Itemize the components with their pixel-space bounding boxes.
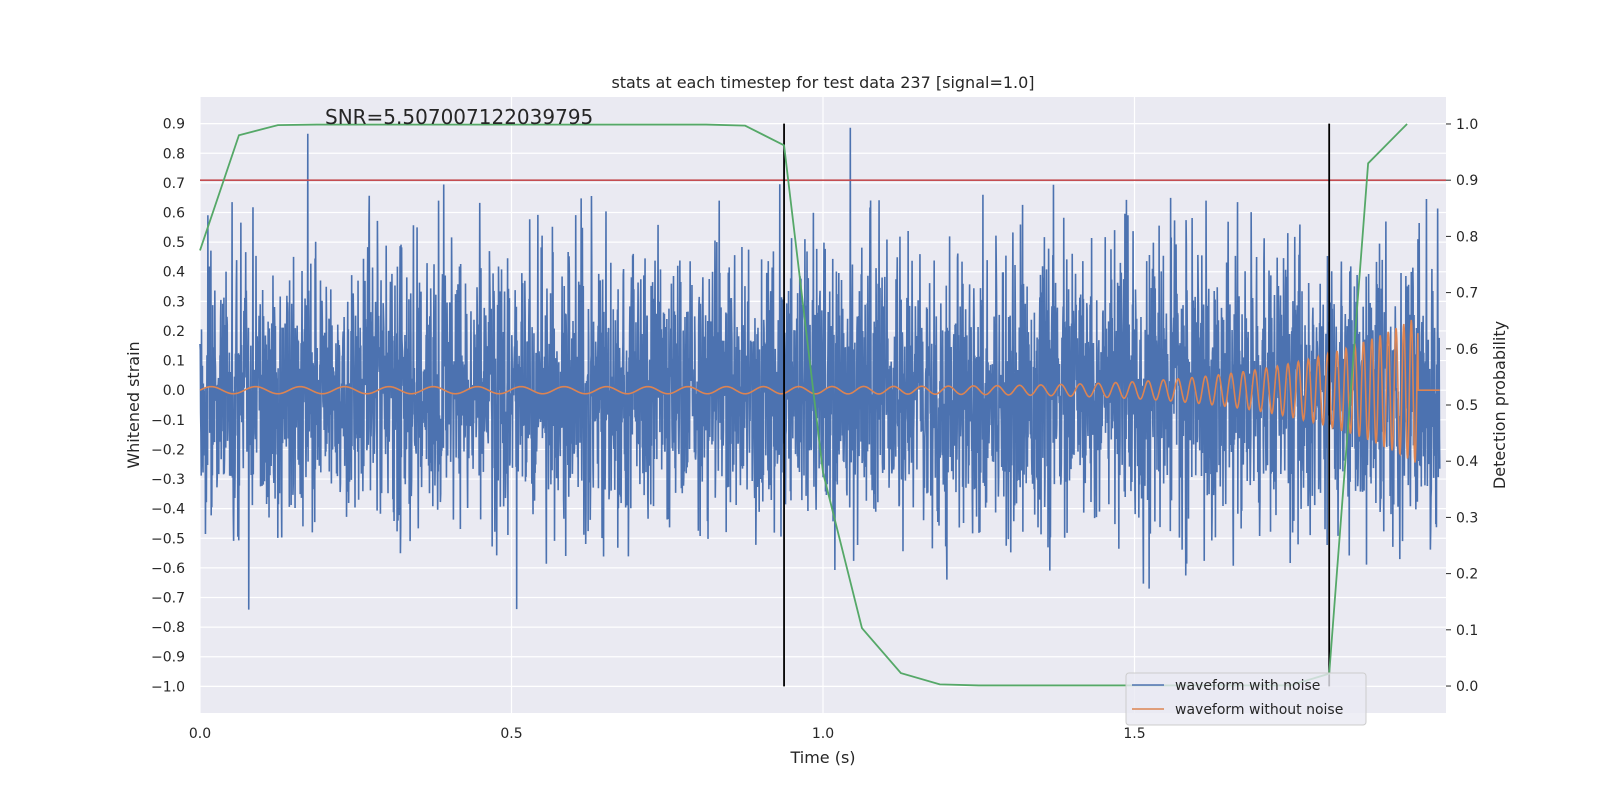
x-tick-label: 1.5 <box>1123 726 1145 742</box>
y-left-tick-label: −0.3 <box>151 472 185 488</box>
y-left-tick-label: −0.1 <box>151 413 185 429</box>
y-left-tick-label: 0.9 <box>163 117 185 133</box>
y-right-tick-label: 1.0 <box>1456 117 1478 133</box>
legend: waveform with noise waveform without noi… <box>1125 672 1367 726</box>
y-left-tick-label: 0.3 <box>163 294 185 310</box>
legend-box <box>1125 672 1367 726</box>
legend-label-noise: waveform with noise <box>1175 678 1320 694</box>
y-left-tick-label: 0.5 <box>163 235 185 251</box>
y-left-tick-label: 0.0 <box>163 383 185 399</box>
x-axis-label: Time (s) <box>789 748 855 767</box>
y-left-tick-label: −0.7 <box>151 591 185 607</box>
x-ticks: 0.0 0.5 1.0 1.5 <box>189 726 1146 742</box>
y-right-tick-label: 0.4 <box>1456 454 1478 470</box>
y-right-ticks: 1.0 0.9 0.8 0.7 0.6 0.5 0.4 0.3 0.2 0.1 0.0 <box>1446 117 1478 695</box>
y-right-tick-label: 0.7 <box>1456 286 1478 302</box>
y-axis-label-left: Whitened strain <box>124 341 143 468</box>
y-left-tick-label: −0.6 <box>151 561 185 577</box>
y-left-tick-label: −0.4 <box>151 502 185 518</box>
series-waveform-with-noise <box>199 127 1441 610</box>
y-left-tick-label: 0.8 <box>163 146 185 162</box>
y-left-tick-label: 0.6 <box>163 206 185 222</box>
y-left-tick-label: −0.9 <box>151 650 185 666</box>
y-right-tick-label: 0.9 <box>1456 173 1478 189</box>
y-left-tick-label: 0.2 <box>163 324 185 340</box>
chart-title: stats at each timestep for test data 237… <box>611 73 1034 92</box>
y-right-tick-label: 0.6 <box>1456 342 1478 358</box>
y-left-tick-label: 0.1 <box>163 354 185 370</box>
y-left-tick-label: −0.5 <box>151 531 185 547</box>
y-right-tick-label: 0.0 <box>1456 679 1478 695</box>
series-waveform-without-noise <box>199 319 1440 463</box>
snr-annotation: SNR=5.507007122039795 <box>325 105 593 129</box>
x-tick-label: 0.5 <box>500 726 522 742</box>
legend-label-clean: waveform without noise <box>1175 702 1343 718</box>
y-left-ticks: 0.9 0.8 0.7 0.6 0.5 0.4 0.3 0.2 0.1 0.0 −0.1 −0.2 −0… <box>151 117 185 696</box>
y-right-tick-label: 0.1 <box>1456 623 1478 639</box>
x-tick-label: 0.0 <box>189 726 211 742</box>
y-right-tick-label: 0.5 <box>1456 398 1478 414</box>
marker-lines <box>783 123 1331 687</box>
y-right-tick-label: 0.8 <box>1456 229 1478 245</box>
y-left-tick-label: −0.2 <box>151 442 185 458</box>
y-left-tick-label: −1.0 <box>151 679 185 695</box>
y-left-tick-label: 0.7 <box>163 176 185 192</box>
x-tick-label: 1.0 <box>812 726 834 742</box>
y-right-tick-label: 0.3 <box>1456 510 1478 526</box>
y-right-tick-label: 0.2 <box>1456 567 1478 583</box>
series-line-waveform-with-noise <box>199 127 1441 610</box>
y-left-tick-label: 0.4 <box>163 265 185 281</box>
series-line-waveform-without-noise <box>199 319 1440 463</box>
y-left-tick-label: −0.8 <box>151 620 185 636</box>
y-axis-label-right: Detection probability <box>1490 321 1509 489</box>
